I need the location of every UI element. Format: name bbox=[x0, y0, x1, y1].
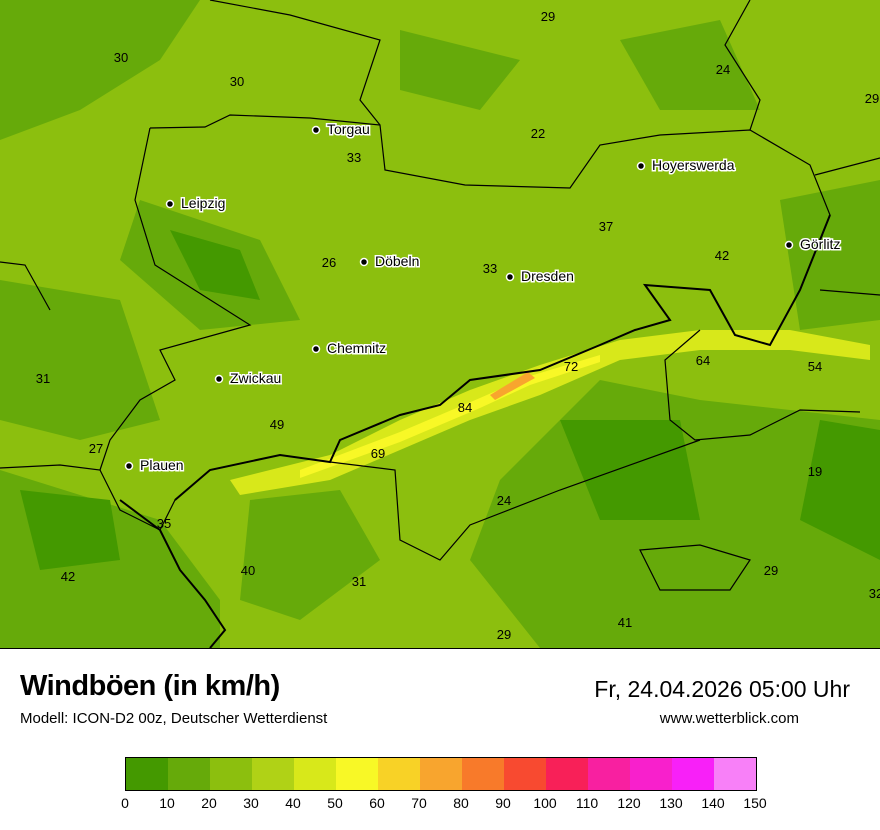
gust-value-label: 29 bbox=[541, 9, 555, 24]
legend-tick-label: 130 bbox=[659, 795, 683, 811]
gust-value-label: 24 bbox=[716, 62, 730, 77]
city-dot-icon bbox=[505, 272, 515, 282]
legend-swatch bbox=[504, 758, 546, 790]
ridge-gust-band bbox=[230, 330, 870, 495]
city-marker: Döbeln bbox=[359, 252, 421, 271]
legend-tick-label: 0 bbox=[121, 795, 129, 811]
gust-value-label: 42 bbox=[61, 569, 75, 584]
legend-swatch bbox=[336, 758, 378, 790]
gust-value-label: 26 bbox=[322, 255, 336, 270]
legend-swatch bbox=[462, 758, 504, 790]
gust-value-label: 19 bbox=[808, 464, 822, 479]
legend-tick-label: 10 bbox=[159, 795, 175, 811]
gust-value-label: 30 bbox=[230, 74, 244, 89]
gust-value-label: 35 bbox=[157, 516, 171, 531]
gust-value-label: 49 bbox=[270, 417, 284, 432]
country-border bbox=[119, 214, 831, 648]
city-dot-icon bbox=[311, 125, 321, 135]
city-marker: Plauen bbox=[124, 456, 185, 475]
legend-tick-label: 100 bbox=[533, 795, 557, 811]
city-name: Döbeln bbox=[375, 253, 419, 269]
gust-value-label: 33 bbox=[347, 150, 361, 165]
legend-tick-label: 120 bbox=[617, 795, 641, 811]
gust-value-label: 42 bbox=[715, 248, 729, 263]
legend-tick-label: 140 bbox=[701, 795, 725, 811]
legend-swatch bbox=[714, 758, 756, 790]
legend-tick-label: 60 bbox=[369, 795, 385, 811]
city-dot-icon bbox=[784, 240, 794, 250]
legend-swatch bbox=[378, 758, 420, 790]
gust-value-label: 64 bbox=[696, 353, 710, 368]
color-scale-legend bbox=[125, 757, 757, 791]
legend-swatch bbox=[126, 758, 168, 790]
legend-swatch bbox=[210, 758, 252, 790]
city-marker: Hoyerswerda bbox=[636, 156, 736, 175]
legend-tick-label: 70 bbox=[411, 795, 427, 811]
gust-peak bbox=[490, 372, 535, 400]
legend-tick-label: 110 bbox=[575, 795, 599, 811]
legend-swatch bbox=[168, 758, 210, 790]
city-name: Hoyerswerda bbox=[652, 157, 735, 173]
gust-value-label: 40 bbox=[241, 563, 255, 578]
dark-wind-field bbox=[20, 230, 880, 570]
website-link[interactable]: www.wetterblick.com bbox=[659, 710, 799, 727]
legend-ticks: 0 10 20 30 40 50 60 70 80 90 100 110 120 130 140 150 bbox=[121, 795, 767, 815]
city-dot-icon bbox=[359, 257, 369, 267]
legend-swatch bbox=[420, 758, 462, 790]
gust-value-label: 29 bbox=[764, 563, 778, 578]
gust-value-label: 84 bbox=[458, 400, 472, 415]
legend-tick-label: 30 bbox=[243, 795, 259, 811]
gust-value-label: 69 bbox=[371, 446, 385, 461]
city-marker: Zwickau bbox=[214, 369, 283, 388]
gust-value-label: 27 bbox=[89, 441, 103, 456]
legend-swatch bbox=[546, 758, 588, 790]
legend-swatch bbox=[672, 758, 714, 790]
city-name: Leipzig bbox=[181, 195, 225, 211]
legend-tick-label: 80 bbox=[453, 795, 469, 811]
wind-gust-map: 29 30 30 24 29 22 33 37 42 26 33 31 72 64 54 84 49 27 69 19… bbox=[0, 0, 880, 649]
legend-swatch bbox=[252, 758, 294, 790]
gust-value-label: 29 bbox=[865, 91, 879, 106]
gust-value-label: 33 bbox=[483, 261, 497, 276]
gust-value-label: 22 bbox=[531, 126, 545, 141]
gust-value-label: 72 bbox=[564, 359, 578, 374]
gust-value-label: 30 bbox=[114, 50, 128, 65]
legend-tick-label: 20 bbox=[201, 795, 217, 811]
city-name: Dresden bbox=[521, 268, 574, 284]
city-marker: Torgau bbox=[311, 120, 371, 139]
legend-swatch bbox=[630, 758, 672, 790]
city-name: Plauen bbox=[140, 457, 184, 473]
city-marker: Görlitz bbox=[784, 235, 842, 254]
ridge-gust-core bbox=[300, 355, 600, 478]
city-name: Chemnitz bbox=[327, 340, 386, 356]
city-name: Torgau bbox=[327, 121, 370, 137]
city-marker: Chemnitz bbox=[311, 339, 388, 358]
city-marker: Leipzig bbox=[165, 194, 227, 213]
city-dot-icon bbox=[636, 161, 646, 171]
legend-tick-label: 50 bbox=[327, 795, 343, 811]
forecast-datetime: Fr, 24.04.2026 05:00 Uhr bbox=[594, 676, 850, 702]
gust-value-label: 54 bbox=[808, 359, 822, 374]
legend-tick-label: 150 bbox=[743, 795, 767, 811]
legend-tick-label: 90 bbox=[495, 795, 511, 811]
city-dot-icon bbox=[311, 344, 321, 354]
gust-value-label: 31 bbox=[36, 371, 50, 386]
map-title: Windböen (in km/h) bbox=[20, 670, 280, 702]
model-info: Modell: ICON-D2 00z, Deutscher Wetterdie… bbox=[20, 710, 328, 727]
city-dot-icon bbox=[165, 199, 175, 209]
gust-value-label: 31 bbox=[352, 574, 366, 589]
gust-value-label: 41 bbox=[618, 615, 632, 630]
gust-value-label: 29 bbox=[497, 627, 511, 642]
gust-value-label: 32 bbox=[869, 586, 880, 601]
city-dot-icon bbox=[214, 374, 224, 384]
city-name: Görlitz bbox=[800, 236, 840, 252]
gust-value-label: 37 bbox=[599, 219, 613, 234]
legend-tick-label: 40 bbox=[285, 795, 301, 811]
legend-swatch bbox=[588, 758, 630, 790]
city-name: Zwickau bbox=[230, 370, 281, 386]
gust-value-label: 24 bbox=[497, 493, 511, 508]
legend-swatch bbox=[294, 758, 336, 790]
city-marker: Dresden bbox=[505, 267, 575, 286]
city-dot-icon bbox=[124, 461, 134, 471]
